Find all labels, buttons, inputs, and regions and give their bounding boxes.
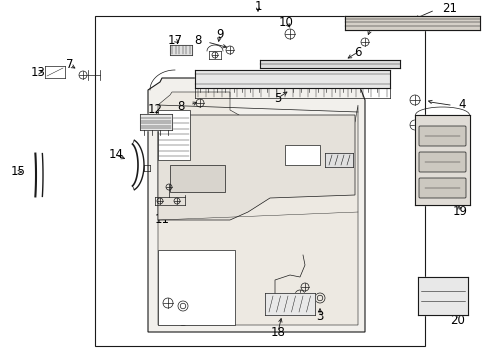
Text: 3: 3	[316, 310, 323, 323]
Text: 3: 3	[179, 315, 186, 328]
Text: 2: 2	[292, 306, 299, 319]
Polygon shape	[285, 145, 319, 165]
Text: 8: 8	[177, 100, 184, 113]
Text: 16: 16	[332, 139, 347, 153]
Polygon shape	[158, 92, 357, 325]
FancyBboxPatch shape	[418, 152, 465, 172]
Polygon shape	[148, 78, 364, 332]
Text: 5: 5	[274, 91, 281, 104]
Text: 8: 8	[194, 33, 201, 46]
FancyBboxPatch shape	[418, 126, 465, 146]
Text: 9: 9	[216, 27, 224, 40]
Bar	[95, 16, 424, 346]
Text: 6: 6	[353, 45, 361, 58]
Text: 11: 11	[154, 213, 169, 226]
Text: 17: 17	[167, 33, 182, 46]
Text: 20: 20	[449, 314, 465, 327]
Text: 12: 12	[147, 104, 162, 117]
Polygon shape	[158, 115, 354, 220]
Text: 14: 14	[108, 148, 123, 162]
Text: 10: 10	[278, 15, 293, 28]
Text: 7: 7	[66, 58, 74, 72]
Polygon shape	[170, 165, 224, 192]
Text: 21: 21	[442, 1, 457, 14]
FancyBboxPatch shape	[418, 178, 465, 198]
Text: 13: 13	[30, 66, 45, 78]
Text: 8: 8	[368, 15, 376, 28]
Text: 1: 1	[254, 0, 261, 13]
Text: 19: 19	[451, 206, 467, 219]
Text: 18: 18	[270, 325, 285, 338]
Text: 15: 15	[11, 166, 25, 179]
Text: 4: 4	[457, 99, 465, 112]
Polygon shape	[158, 250, 235, 325]
Text: 2: 2	[161, 311, 168, 324]
Polygon shape	[158, 110, 190, 160]
